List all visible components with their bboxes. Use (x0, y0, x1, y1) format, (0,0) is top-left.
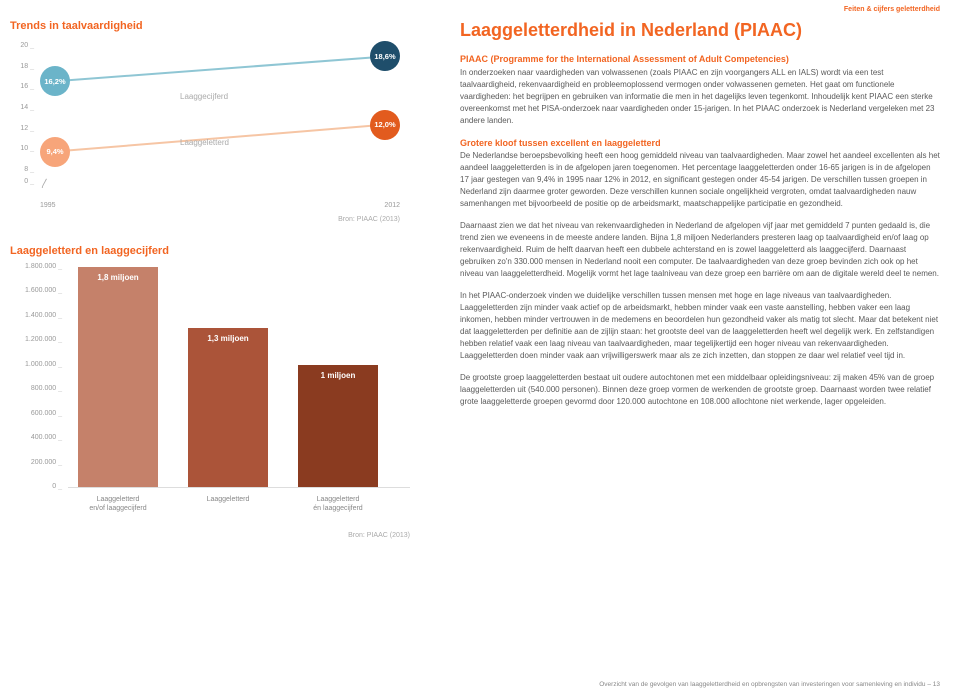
bar-x-label: Laaggeletterd (178, 495, 278, 504)
paragraph-1: PIAAC (Programme for the International A… (460, 53, 940, 127)
series-label: Laaggeletterd (180, 138, 229, 147)
axis-break-icon: 〳 (40, 175, 50, 190)
x-label-end: 2012 (384, 202, 400, 209)
y-tick: 1.600.000 (10, 287, 62, 294)
paragraph-4: In het PIAAC-onderzoek vinden we duideli… (460, 290, 940, 362)
y-tick: 20 (10, 42, 34, 49)
y-tick: 200.000 (10, 459, 62, 466)
y-tick: 800.000 (10, 385, 62, 392)
x-label-start: 1995 (40, 202, 56, 209)
right-column: Laaggeletterdheid in Nederland (PIAAC) P… (460, 20, 940, 418)
left-column: Trends in taalvaardigheid 20181614121080… (10, 20, 440, 547)
paragraph-2: Grotere kloof tussen excellent en laagge… (460, 137, 940, 211)
line-chart-source: Bron: PIAAC (2013) (10, 216, 400, 223)
y-tick: 1.200.000 (10, 336, 62, 343)
p2-body: De Nederlandse beroepsbevolking heeft ee… (460, 151, 940, 208)
p1-strong: PIAAC (Programme for the International A… (460, 54, 789, 64)
y-tick: 16 (10, 83, 34, 90)
y-tick: 400.000 (10, 434, 62, 441)
y-tick: 8 (10, 166, 34, 173)
bar-chart: 1,8 miljoen 1,3 miljoen 1 miljoen Bron: PI… (10, 267, 410, 547)
marker-start: 9,4% (40, 137, 70, 167)
p2-strong: Grotere kloof tussen excellent en laagge… (460, 138, 661, 148)
main-title: Laaggeletterdheid in Nederland (PIAAC) (460, 20, 940, 41)
y-tick: 1.400.000 (10, 312, 62, 319)
y-tick: 14 (10, 104, 34, 111)
y-tick: 1.800.000 (10, 263, 62, 270)
paragraph-3: Daarnaast zien we dat het niveau van rek… (460, 220, 940, 280)
y-tick: 18 (10, 63, 34, 70)
bar-x-label: Laaggeletterden/of laaggecijferd (68, 495, 168, 513)
y-tick: 1.000.000 (10, 361, 62, 368)
bar: 1 miljoen (298, 365, 378, 487)
y-tick: 10 (10, 145, 34, 152)
paragraph-5: De grootste groep laaggeletterden bestaa… (460, 372, 940, 408)
marker-end: 12,0% (370, 110, 400, 140)
p1-body: In onderzoeken naar vaardigheden van vol… (460, 68, 935, 125)
bar-x-label: Laaggeletterdén laaggecijferd (288, 495, 388, 513)
line-chart-title: Trends in taalvaardigheid (10, 20, 440, 32)
bar-chart-source: Bron: PIAAC (2013) (10, 532, 410, 539)
series-label: Laaggecijferd (180, 92, 228, 101)
page-footer: Overzicht van de gevolgen van laaggelett… (599, 681, 940, 688)
bar: 1,8 miljoen (78, 267, 158, 487)
line-chart: 20181614121080 16,2%18,6%Laaggecijferd9,… (10, 42, 400, 212)
y-tick: 0 (10, 178, 34, 185)
y-tick: 600.000 (10, 410, 62, 417)
bar-chart-title: Laaggeletterd en laaggecijferd (10, 245, 440, 257)
y-tick: 12 (10, 125, 34, 132)
page-header: Feiten & cijfers geletterdheid (844, 6, 940, 13)
y-tick: 0 (10, 483, 62, 490)
bar: 1,3 miljoen (188, 328, 268, 487)
